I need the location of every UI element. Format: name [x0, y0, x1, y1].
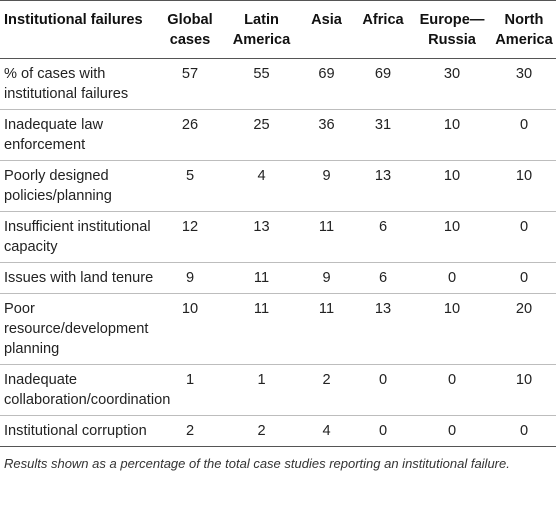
- row-label: Inadequate collaboration/coordination: [0, 364, 170, 416]
- cell-asia: 11: [299, 293, 354, 365]
- row-label: Insufficient institutional capacity: [0, 211, 156, 263]
- table-row: Poor resource/development planning 10 11…: [0, 293, 556, 365]
- cell-north-america: 10: [492, 364, 556, 416]
- cell-africa: 31: [354, 109, 412, 161]
- cell-asia: 11: [299, 211, 354, 263]
- cell-north-america: 10: [492, 160, 556, 212]
- cell-asia: 9: [299, 262, 354, 294]
- cell-latin-america: 11: [224, 262, 299, 294]
- table-footnote: Results shown as a percentage of the tot…: [4, 456, 510, 471]
- cell-global: 9: [156, 262, 224, 294]
- cell-global: 12: [156, 211, 224, 263]
- cell-north-america: 30: [492, 58, 556, 110]
- table-row: Poorly designed policies/planning 5 4 9 …: [0, 160, 556, 212]
- cell-asia: 36: [299, 109, 354, 161]
- cell-europe-russia: 30: [412, 58, 492, 110]
- cell-africa: 69: [354, 58, 412, 110]
- cell-africa: 0: [354, 364, 412, 416]
- table-row: Issues with land tenure 9 11 9 6 0 0: [0, 262, 556, 294]
- cell-global: 2: [156, 415, 224, 447]
- cell-global: 10: [156, 293, 224, 365]
- cell-africa: 13: [354, 160, 412, 212]
- cell-global: 1: [156, 364, 224, 416]
- cell-north-america: 0: [492, 109, 556, 161]
- table-row: Inadequate law enforcement 26 25 36 31 1…: [0, 109, 556, 161]
- cell-europe-russia: 10: [412, 109, 492, 161]
- cell-latin-america: 13: [224, 211, 299, 263]
- row-label: Inadequate law enforcement: [0, 109, 156, 161]
- cell-europe-russia: 10: [412, 160, 492, 212]
- cell-latin-america: 11: [224, 293, 299, 365]
- row-label: Institutional corruption: [0, 415, 156, 447]
- cell-europe-russia: 0: [412, 364, 492, 416]
- row-label: Poorly designed policies/planning: [0, 160, 156, 212]
- header-latin-america: Latin America: [224, 0, 299, 59]
- cell-latin-america: 4: [224, 160, 299, 212]
- cell-asia: 9: [299, 160, 354, 212]
- row-label: % of cases with institutional failures: [0, 58, 156, 110]
- cell-latin-america: 55: [224, 58, 299, 110]
- cell-latin-america: 2: [224, 415, 299, 447]
- cell-north-america: 0: [492, 262, 556, 294]
- institutional-failures-table: Institutional failures Global cases Lati…: [0, 0, 556, 447]
- cell-africa: 13: [354, 293, 412, 365]
- cell-europe-russia: 10: [412, 293, 492, 365]
- table-row: Insufficient institutional capacity 12 1…: [0, 211, 556, 263]
- header-institutional-failures: Institutional failures: [0, 0, 156, 59]
- cell-north-america: 0: [492, 211, 556, 263]
- header-north-america: North America: [492, 0, 556, 59]
- cell-africa: 0: [354, 415, 412, 447]
- cell-africa: 6: [354, 262, 412, 294]
- header-africa: Africa: [354, 0, 412, 59]
- cell-latin-america: 1: [224, 364, 299, 416]
- cell-asia: 2: [299, 364, 354, 416]
- cell-global: 26: [156, 109, 224, 161]
- cell-asia: 4: [299, 415, 354, 447]
- cell-africa: 6: [354, 211, 412, 263]
- table-row: Institutional corruption 2 2 4 0 0 0: [0, 415, 556, 447]
- cell-asia: 69: [299, 58, 354, 110]
- cell-europe-russia: 0: [412, 262, 492, 294]
- header-global-cases: Global cases: [156, 0, 224, 59]
- header-row: Institutional failures Global cases Lati…: [0, 0, 556, 59]
- cell-global: 57: [156, 58, 224, 110]
- cell-europe-russia: 0: [412, 415, 492, 447]
- cell-latin-america: 25: [224, 109, 299, 161]
- table-row: % of cases with institutional failures 5…: [0, 58, 556, 110]
- cell-europe-russia: 10: [412, 211, 492, 263]
- header-europe-russia: Europe—Russia: [412, 0, 492, 59]
- row-label: Poor resource/development planning: [0, 293, 156, 365]
- cell-north-america: 0: [492, 415, 556, 447]
- table-row: Inadequate collaboration/coordination 1 …: [0, 364, 556, 416]
- row-label: Issues with land tenure: [0, 262, 156, 294]
- header-asia: Asia: [299, 0, 354, 59]
- cell-global: 5: [156, 160, 224, 212]
- cell-north-america: 20: [492, 293, 556, 365]
